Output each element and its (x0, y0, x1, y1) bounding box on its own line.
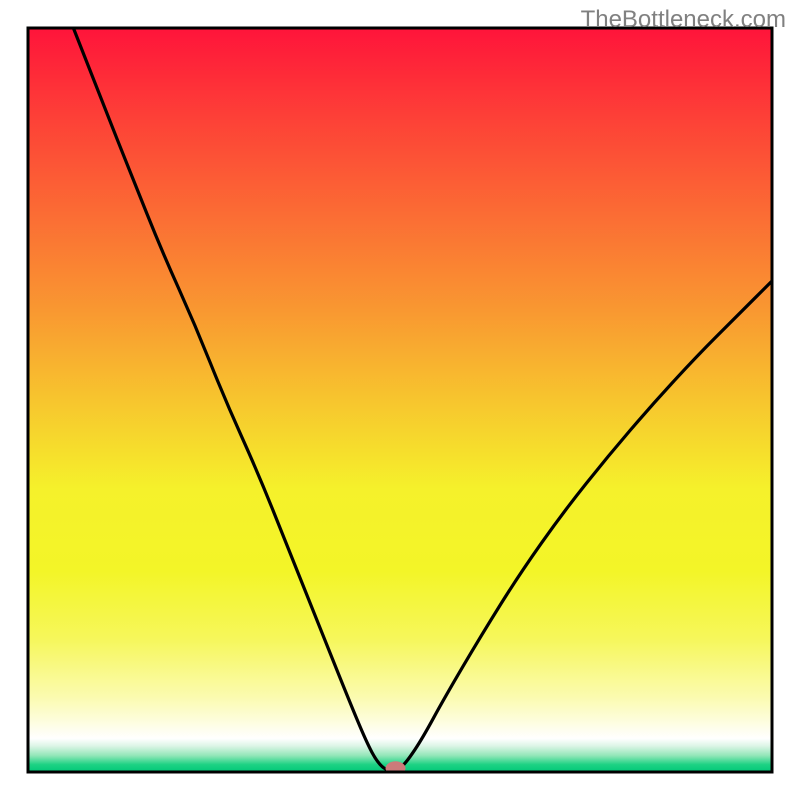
chart-container: TheBottleneck.com (0, 0, 800, 800)
watermark-text: TheBottleneck.com (581, 6, 786, 34)
bottleneck-chart (0, 0, 800, 800)
gradient-background (28, 28, 772, 772)
